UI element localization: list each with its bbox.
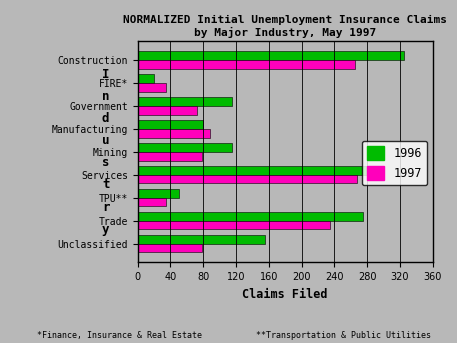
Bar (138, 83, 166, 92)
Text: r: r (102, 201, 109, 214)
Legend: 1996, 1997: 1996, 1997 (362, 141, 427, 185)
Text: y: y (102, 223, 109, 236)
Bar (138, 120, 203, 129)
Text: t: t (102, 178, 109, 191)
Bar (138, 152, 202, 161)
Bar (138, 235, 265, 244)
X-axis label: Claims Filed: Claims Filed (243, 287, 328, 300)
Bar (138, 97, 232, 106)
Text: I: I (102, 68, 109, 81)
Bar (138, 244, 202, 252)
Bar (138, 212, 363, 221)
Text: u: u (102, 134, 109, 147)
Text: d: d (102, 112, 109, 125)
Text: **Transportation & Public Utilities: **Transportation & Public Utilities (256, 331, 431, 340)
Bar (138, 175, 357, 184)
Bar (138, 143, 232, 152)
Text: n: n (102, 90, 109, 103)
Bar (138, 198, 166, 206)
Title: NORMALIZED Initial Unemployment Insurance Claims
by Major Industry, May 1997: NORMALIZED Initial Unemployment Insuranc… (123, 15, 447, 38)
Bar (138, 129, 210, 138)
Text: s: s (102, 156, 109, 169)
Bar (138, 221, 330, 229)
Bar (138, 60, 355, 69)
Bar (138, 166, 372, 175)
Bar (138, 51, 404, 60)
Text: *Finance, Insurance & Real Estate: *Finance, Insurance & Real Estate (37, 331, 202, 340)
Bar (138, 189, 179, 198)
Bar (138, 106, 197, 115)
Bar (138, 74, 154, 83)
